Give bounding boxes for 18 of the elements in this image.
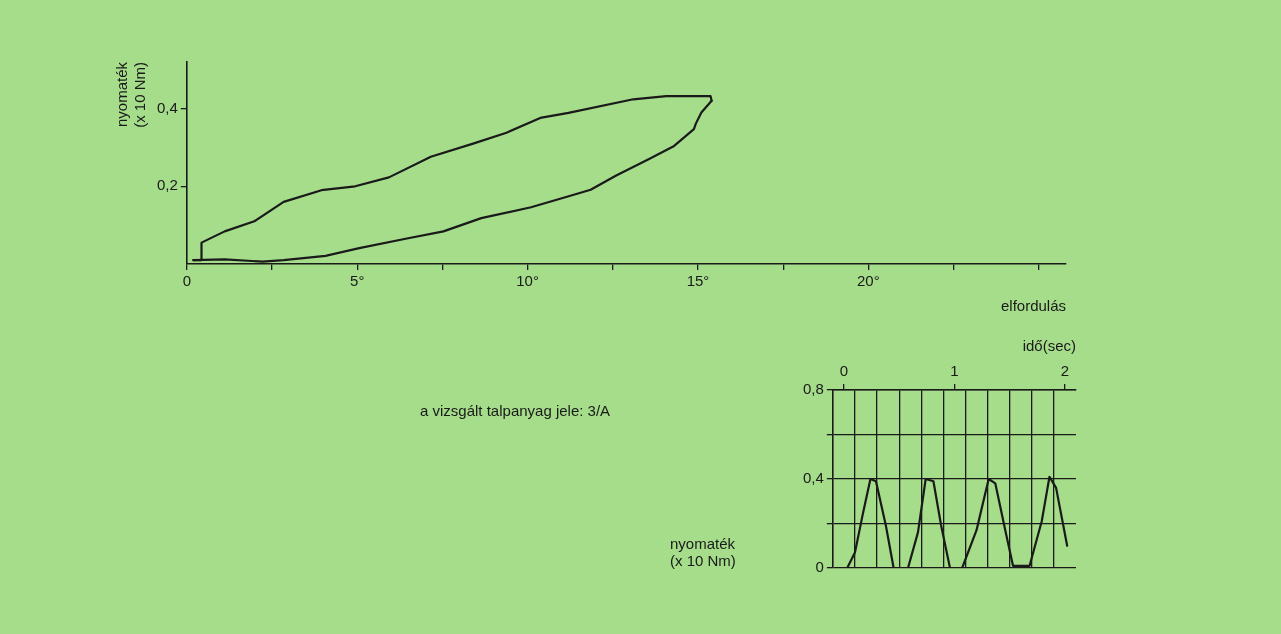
y-tick-label: 0 [815, 558, 824, 576]
x-tick-label: 10° [516, 272, 539, 290]
x-tick-label: 15° [686, 272, 710, 290]
x-tick-label: 1 [950, 362, 959, 380]
y-tick-label: 0,2 [156, 176, 178, 194]
y-tick-label: 0,8 [802, 380, 824, 398]
y-tick-label: 0,4 [156, 98, 178, 116]
x-tick-label: 20° [857, 272, 880, 290]
y-tick-label: 0,4 [802, 469, 824, 487]
x-tick-label: 2 [1060, 362, 1070, 380]
x-tick-label: 5° [350, 272, 365, 290]
x-axis-title: elfordulás [1000, 297, 1066, 315]
x-axis-title: idő(sec) [1022, 337, 1076, 355]
y-axis-title: nyomaték (x 10 Nm) [113, 61, 149, 128]
x-tick-label: 0 [839, 362, 849, 380]
text: a vizsgált talpanyag jele: 3/A [420, 402, 611, 419]
x-tick-label: 0 [182, 272, 192, 290]
y-axis-title: nyomaték (x 10 Nm) [670, 535, 736, 569]
